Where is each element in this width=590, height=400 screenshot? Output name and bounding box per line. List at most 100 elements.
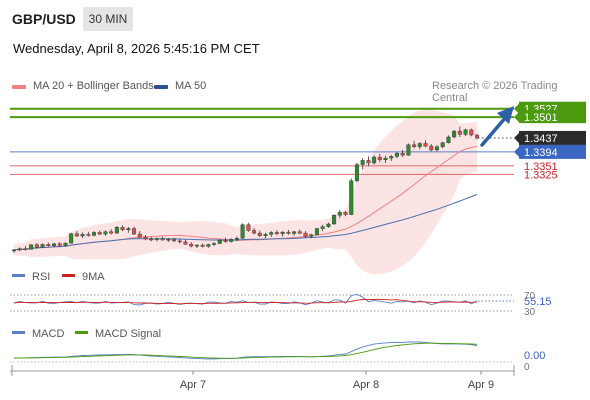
candle-body: [263, 234, 268, 236]
candle-body: [234, 238, 239, 240]
candle-body: [354, 164, 359, 182]
candle-body: [240, 224, 245, 239]
candle-body: [63, 242, 68, 246]
candle-body: [400, 153, 405, 156]
current-price-tag-bg: [519, 130, 586, 145]
candle-body: [109, 231, 114, 234]
rsi-legend-label: RSI: [32, 271, 50, 283]
macd-swatch: [12, 331, 25, 334]
legend-ma50-label: MA 50: [175, 80, 207, 92]
candle-body: [412, 144, 417, 147]
candle-body: [463, 129, 468, 135]
candle-body: [194, 244, 199, 247]
candle-body: [343, 212, 348, 215]
rsi-ma-legend-label: 9MA: [82, 271, 105, 283]
candle-body: [69, 233, 74, 244]
candle-body: [286, 231, 291, 234]
price-levels: [10, 107, 514, 175]
level-label-red: 1.3351: [524, 161, 558, 173]
candle-body: [360, 160, 365, 165]
candle-body: [114, 227, 119, 234]
candle-body: [349, 180, 354, 215]
candle-body: [406, 144, 411, 156]
timeframe-button[interactable]: 30 MIN: [83, 7, 133, 31]
candle-body: [326, 223, 331, 227]
candle-body: [97, 232, 102, 235]
candle-body: [17, 248, 22, 251]
candle-body: [103, 231, 108, 235]
macd-signal-line: [14, 342, 478, 359]
macd-panel: MACD MACD Signal 00.00: [10, 328, 545, 373]
candle-body: [223, 240, 228, 242]
macd-current-label: 0.00: [524, 350, 545, 362]
candle-body: [303, 232, 308, 237]
candle-body: [126, 228, 131, 231]
level-label-red: 1.3325: [524, 169, 558, 181]
rsi-ma-line: [13, 298, 478, 305]
candle-body: [297, 231, 302, 234]
macd-zero-label: 0: [524, 362, 530, 373]
candle-body: [74, 233, 79, 237]
legend-ma20: MA 20 + Bollinger Bands: [12, 80, 154, 92]
candle-body: [177, 240, 182, 243]
bollinger-band: [14, 109, 477, 275]
macd-signal-swatch: [75, 331, 88, 334]
candle-body: [429, 145, 434, 151]
candle-body: [246, 224, 251, 231]
legend-ma50: MA 50: [154, 80, 206, 92]
support-tag-bg: [519, 144, 586, 159]
pair-title: GBP/USD: [12, 11, 76, 27]
time-axis-label: Apr 9: [468, 379, 494, 391]
rsi-level-label: 70: [524, 291, 536, 302]
candle-body: [57, 243, 62, 246]
candle-body: [423, 143, 428, 147]
rsi-ma-swatch: [62, 274, 75, 277]
candle-body: [332, 215, 337, 225]
arrow-head: [497, 106, 514, 124]
candle-body: [372, 156, 377, 164]
candle-body: [337, 212, 342, 216]
rsi-line: [13, 293, 478, 306]
candle-body: [46, 244, 51, 246]
candle-body: [229, 239, 234, 242]
candle-body: [394, 153, 399, 157]
research-credit: Research © 2026 Trading Central: [432, 80, 558, 104]
candle-body: [389, 156, 394, 159]
candle-body: [212, 243, 217, 245]
candle-body: [446, 136, 451, 144]
macd-signal-legend-label: MACD Signal: [95, 328, 161, 340]
candle-body: [52, 243, 57, 246]
rsi-level-label: 30: [524, 307, 536, 318]
candle-body: [11, 249, 16, 252]
macd-legend-label: MACD: [32, 328, 64, 340]
macd-line: [13, 341, 478, 360]
candle-body: [269, 232, 274, 235]
candle-body: [143, 237, 148, 240]
candle-body: [149, 238, 154, 241]
candle-body: [172, 239, 177, 242]
candle-body: [292, 231, 297, 234]
candle-body: [200, 244, 205, 247]
candle-body: [366, 160, 371, 164]
ma50-swatch: [154, 85, 168, 89]
candle-body: [206, 244, 211, 247]
candle-body: [137, 233, 142, 238]
candle-body: [475, 134, 480, 139]
candle-body: [440, 142, 445, 147]
arrow-shaft: [480, 115, 508, 147]
current-price-label: 1.3437: [524, 133, 558, 145]
candle-body: [183, 241, 188, 245]
candle-body: [452, 130, 457, 138]
candle-body: [154, 238, 159, 240]
candle-body: [280, 231, 285, 234]
current-price-tag-pointer: [514, 132, 519, 143]
candle-body: [34, 244, 39, 248]
candle-body: [457, 130, 462, 135]
candle-body: [320, 226, 325, 229]
candle-body: [252, 230, 257, 234]
candle-body: [120, 227, 125, 231]
trend-arrow: [480, 106, 514, 147]
